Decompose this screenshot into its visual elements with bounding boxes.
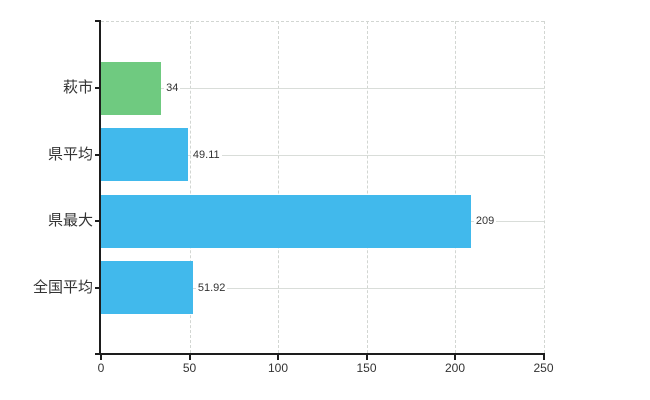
gridline-vertical: [366, 21, 368, 353]
x-tick-label: 150: [356, 361, 377, 375]
y-axis: [99, 21, 101, 355]
x-tick-label: 0: [97, 361, 105, 375]
bar: [101, 261, 193, 314]
y-category-label: 全国平均: [32, 278, 93, 296]
x-tick-label: 250: [533, 361, 554, 375]
bar: [101, 128, 188, 181]
bar-value-label: 34: [164, 80, 181, 96]
y-category-label: 萩市: [62, 79, 93, 96]
bar-value-label: 209: [473, 213, 497, 229]
gridline-horizontal: [101, 287, 544, 289]
x-tick-label: 100: [267, 361, 289, 375]
x-axis: [95, 353, 545, 355]
y-category-label: 県最大: [47, 212, 93, 229]
x-axis-tick: [277, 355, 279, 360]
y-axis-top-tick: [95, 20, 101, 22]
x-axis-tick: [188, 355, 191, 360]
bar: [101, 194, 471, 248]
x-axis-tick: [100, 355, 102, 360]
y-category-label: 県平均: [47, 145, 93, 163]
y-axis-tick: [95, 286, 101, 289]
x-tick-label: 200: [444, 361, 466, 375]
gridline-vertical: [189, 21, 191, 353]
gridline-horizontal: [101, 154, 544, 156]
gridline-horizontal: [101, 88, 544, 89]
bar: [101, 61, 162, 115]
gridline-vertical: [455, 21, 456, 353]
plot-top-border: [101, 21, 544, 22]
gridline-vertical: [543, 21, 545, 353]
bar-value-label: 51.92: [195, 279, 228, 296]
x-axis-tick: [454, 355, 456, 360]
x-axis-tick: [365, 355, 368, 360]
bar-value-label: 49.11: [190, 146, 222, 163]
x-tick-label: 50: [182, 361, 197, 375]
gridline-vertical: [278, 21, 279, 353]
y-axis-tick: [95, 220, 101, 222]
x-axis-tick: [542, 355, 545, 360]
y-axis-tick: [95, 153, 101, 156]
y-axis-tick: [95, 87, 101, 89]
